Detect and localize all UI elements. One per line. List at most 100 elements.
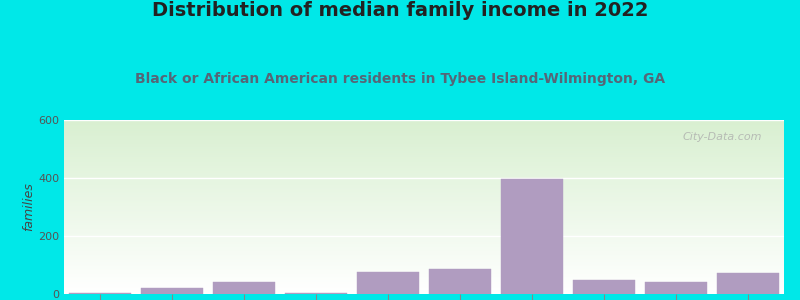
Bar: [64, 255, 784, 256]
Bar: [64, 177, 784, 178]
Bar: [64, 246, 784, 247]
Bar: [64, 217, 784, 218]
Bar: [64, 243, 784, 244]
Bar: [64, 277, 784, 278]
Bar: [718, 273, 778, 294]
Bar: [646, 282, 706, 294]
Bar: [64, 272, 784, 273]
Bar: [64, 142, 784, 143]
Bar: [64, 286, 784, 287]
Bar: [64, 210, 784, 211]
Bar: [286, 292, 346, 294]
Bar: [64, 139, 784, 140]
Bar: [64, 274, 784, 275]
Bar: [64, 135, 784, 136]
Bar: [64, 159, 784, 160]
Bar: [64, 184, 784, 185]
Bar: [64, 232, 784, 233]
Bar: [64, 256, 784, 257]
Bar: [64, 179, 784, 180]
Bar: [64, 258, 784, 259]
Bar: [64, 259, 784, 260]
Bar: [64, 239, 784, 240]
Text: Distribution of median family income in 2022: Distribution of median family income in …: [152, 2, 648, 20]
Bar: [64, 253, 784, 254]
Bar: [64, 167, 784, 168]
Bar: [64, 145, 784, 146]
Bar: [64, 199, 784, 200]
Bar: [64, 121, 784, 122]
Bar: [64, 214, 784, 215]
Bar: [64, 185, 784, 186]
Bar: [64, 140, 784, 141]
Bar: [64, 293, 784, 294]
Bar: [430, 269, 490, 294]
Bar: [64, 188, 784, 189]
Bar: [64, 262, 784, 263]
Bar: [64, 147, 784, 148]
Bar: [64, 282, 784, 283]
Bar: [64, 222, 784, 223]
Bar: [64, 245, 784, 246]
Bar: [64, 126, 784, 127]
Bar: [64, 154, 784, 155]
Bar: [64, 129, 784, 130]
Bar: [64, 215, 784, 216]
Bar: [64, 238, 784, 239]
Bar: [64, 242, 784, 243]
Bar: [64, 196, 784, 197]
Bar: [64, 284, 784, 285]
Bar: [64, 182, 784, 183]
Bar: [64, 203, 784, 204]
Bar: [64, 226, 784, 227]
Bar: [64, 208, 784, 209]
Bar: [64, 141, 784, 142]
Bar: [64, 261, 784, 262]
Bar: [64, 267, 784, 268]
Bar: [64, 132, 784, 133]
Bar: [64, 240, 784, 241]
Bar: [64, 155, 784, 156]
Bar: [64, 149, 784, 150]
Bar: [64, 162, 784, 163]
Bar: [64, 212, 784, 213]
Bar: [64, 169, 784, 170]
Bar: [64, 204, 784, 205]
Bar: [64, 131, 784, 132]
Bar: [64, 133, 784, 134]
Bar: [502, 179, 562, 294]
Bar: [142, 288, 202, 294]
Bar: [64, 283, 784, 284]
Bar: [64, 271, 784, 272]
Bar: [64, 206, 784, 207]
Bar: [64, 187, 784, 188]
Bar: [64, 161, 784, 162]
Bar: [64, 257, 784, 258]
Bar: [64, 247, 784, 248]
Bar: [64, 270, 784, 271]
Bar: [64, 150, 784, 151]
Bar: [64, 288, 784, 289]
Bar: [64, 229, 784, 230]
Bar: [64, 174, 784, 175]
Bar: [64, 175, 784, 176]
Bar: [64, 201, 784, 202]
Bar: [70, 292, 130, 294]
Bar: [64, 180, 784, 181]
Bar: [64, 157, 784, 158]
Bar: [64, 231, 784, 232]
Bar: [64, 138, 784, 139]
Bar: [64, 137, 784, 138]
Bar: [64, 193, 784, 194]
Bar: [64, 181, 784, 182]
Text: Black or African American residents in Tybee Island-Wilmington, GA: Black or African American residents in T…: [135, 72, 665, 86]
Bar: [64, 165, 784, 166]
Bar: [64, 136, 784, 137]
Bar: [64, 225, 784, 226]
Bar: [64, 156, 784, 157]
Bar: [64, 268, 784, 269]
Bar: [64, 144, 784, 145]
Bar: [64, 228, 784, 229]
Bar: [64, 164, 784, 165]
Bar: [64, 266, 784, 267]
